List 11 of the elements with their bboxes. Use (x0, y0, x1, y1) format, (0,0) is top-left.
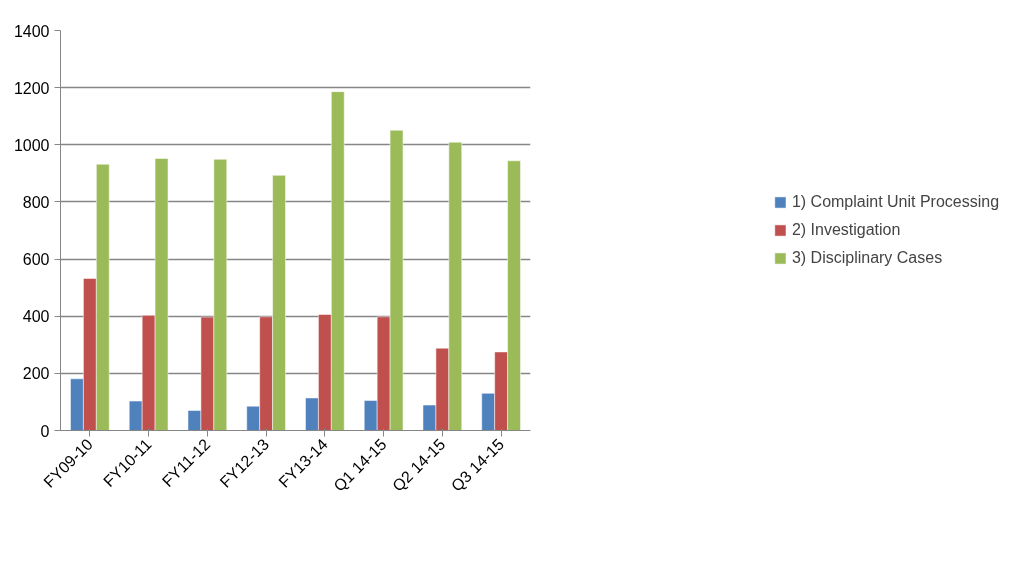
y-tick-label: 600 (22, 251, 50, 269)
y-tick-label: 0 (40, 422, 50, 440)
y-tick-label: 1400 (13, 22, 50, 40)
y-tick-label: 800 (22, 193, 50, 211)
y-tick-label: 400 (22, 308, 50, 326)
y-tick-label: 1000 (13, 136, 50, 154)
legend-label: 3) Disciplinary Cases (791, 249, 943, 267)
legend-label: 2) Investigation (791, 221, 901, 239)
y-tick-label: 200 (22, 365, 50, 383)
y-tick-label: 1200 (13, 79, 50, 97)
legend-label: 1) Complaint Unit Processing (791, 193, 1000, 211)
